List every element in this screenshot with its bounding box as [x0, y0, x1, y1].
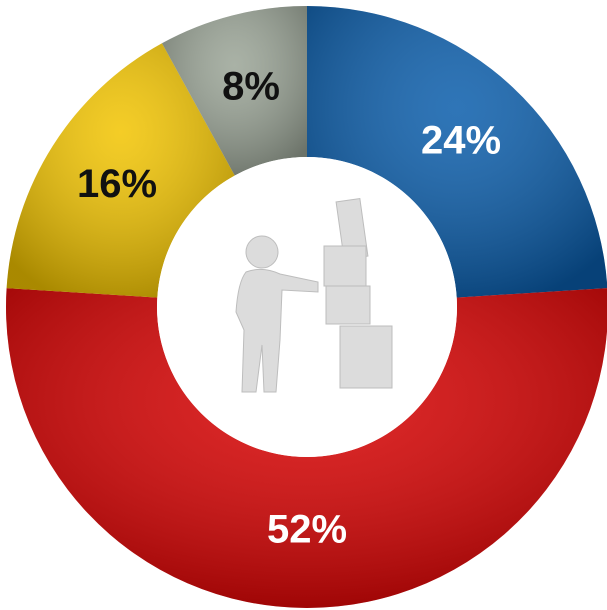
- slice-label: 24%: [421, 119, 501, 163]
- slice-label: 8%: [222, 65, 280, 109]
- slice-shade: [6, 43, 235, 298]
- donut-hole: [157, 157, 457, 457]
- slice-label: 16%: [77, 162, 157, 206]
- info-figure: [235, 198, 393, 393]
- slice-shade: [161, 6, 307, 176]
- slice-label: 52%: [267, 508, 347, 552]
- slice-shade: [307, 6, 607, 298]
- slice-shade: [6, 288, 607, 608]
- donut: [6, 6, 607, 608]
